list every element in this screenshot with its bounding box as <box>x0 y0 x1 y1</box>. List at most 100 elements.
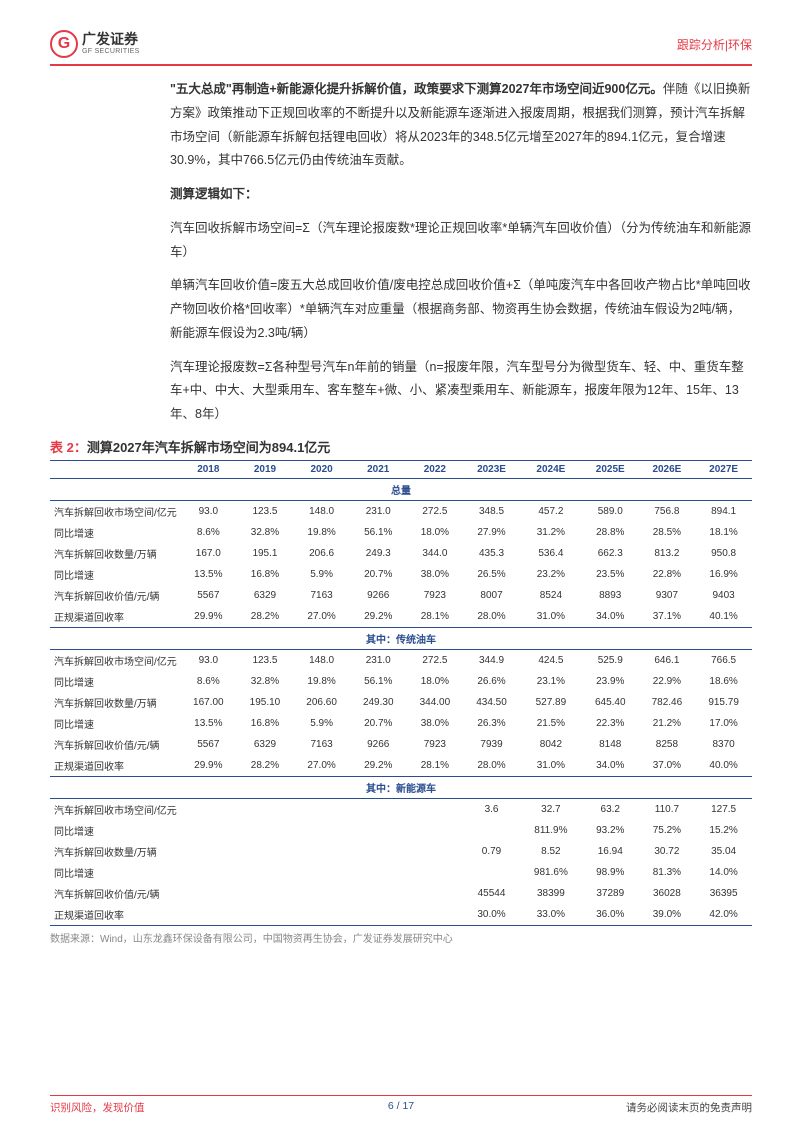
cell: 8.6% <box>180 671 237 692</box>
table-row: 同比增速981.6%98.9%81.3%14.0% <box>50 862 752 883</box>
table-row: 汽车拆解回收市场空间/亿元93.0123.5148.0231.0272.5348… <box>50 500 752 522</box>
table-row: 汽车拆解回收市场空间/亿元93.0123.5148.0231.0272.5344… <box>50 649 752 671</box>
cell: 18.0% <box>407 671 464 692</box>
cell <box>463 820 520 841</box>
row-label: 汽车拆解回收市场空间/亿元 <box>50 798 180 820</box>
cell: 23.1% <box>520 671 582 692</box>
table-row: 汽车拆解回收数量/万辆167.00195.10206.60249.30344.0… <box>50 692 752 713</box>
cell: 26.6% <box>463 671 520 692</box>
table-row: 同比增速8.6%32.8%19.8%56.1%18.0%26.6%23.1%23… <box>50 671 752 692</box>
page-header: G 广发证券 GF SECURITIES 跟踪分析|环保 <box>50 30 752 66</box>
row-label: 同比增速 <box>50 671 180 692</box>
cell <box>407 862 464 883</box>
cell: 21.5% <box>520 713 582 734</box>
cell: 36395 <box>695 883 752 904</box>
cell <box>407 820 464 841</box>
cell: 22.3% <box>582 713 639 734</box>
cell: 348.5 <box>463 500 520 522</box>
cell: 5567 <box>180 585 237 606</box>
cell <box>237 883 294 904</box>
cell: 123.5 <box>237 649 294 671</box>
cell: 23.5% <box>582 564 639 585</box>
cell: 38.0% <box>407 713 464 734</box>
table-title-text: 测算2027年汽车拆解市场空间为894.1亿元 <box>87 440 330 455</box>
cell <box>180 820 237 841</box>
cell: 344.0 <box>407 543 464 564</box>
table-row: 汽车拆解回收数量/万辆167.0195.1206.6249.3344.0435.… <box>50 543 752 564</box>
cell <box>407 883 464 904</box>
table-row: 正规渠道回收率29.9%28.2%27.0%29.2%28.1%28.0%31.… <box>50 606 752 628</box>
cell: 15.2% <box>695 820 752 841</box>
cell: 23.2% <box>520 564 582 585</box>
cell <box>180 883 237 904</box>
cell: 29.9% <box>180 755 237 777</box>
cell: 20.7% <box>350 564 407 585</box>
row-label: 正规渠道回收率 <box>50 755 180 777</box>
cell: 5.9% <box>293 564 350 585</box>
cell: 18.0% <box>407 522 464 543</box>
cell: 950.8 <box>695 543 752 564</box>
cell: 148.0 <box>293 649 350 671</box>
cell: 110.7 <box>639 798 696 820</box>
row-label: 汽车拆解回收价值/元/辆 <box>50 585 180 606</box>
cell: 18.6% <box>695 671 752 692</box>
cell: 35.04 <box>695 841 752 862</box>
data-table: 201820192020202120222023E2024E2025E2026E… <box>50 460 752 926</box>
cell: 272.5 <box>407 649 464 671</box>
cell: 7163 <box>293 734 350 755</box>
cell: 9403 <box>695 585 752 606</box>
cell <box>293 862 350 883</box>
cell: 27.0% <box>293 606 350 628</box>
table-row: 汽车拆解回收价值/元/辆4554438399372893602836395 <box>50 883 752 904</box>
cell: 28.0% <box>463 755 520 777</box>
cell: 756.8 <box>639 500 696 522</box>
cell: 249.30 <box>350 692 407 713</box>
cell: 8370 <box>695 734 752 755</box>
cell: 766.5 <box>695 649 752 671</box>
cell: 38399 <box>520 883 582 904</box>
cell: 206.60 <box>293 692 350 713</box>
paragraph-3: 汽车回收拆解市场空间=Σ（汽车理论报废数*理论正规回收率*单辆汽车回收价值）（分… <box>50 217 752 265</box>
cell <box>350 904 407 926</box>
paragraph-1: "五大总成"再制造+新能源化提升拆解价值，政策要求下测算2027年市场空间近90… <box>50 78 752 173</box>
cell: 93.0 <box>180 500 237 522</box>
cell: 34.0% <box>582 606 639 628</box>
cell <box>237 820 294 841</box>
cell: 32.7 <box>520 798 582 820</box>
row-label: 正规渠道回收率 <box>50 606 180 628</box>
logo-cn: 广发证券 <box>82 32 140 47</box>
cell: 31.2% <box>520 522 582 543</box>
cell: 21.2% <box>639 713 696 734</box>
cell: 813.2 <box>639 543 696 564</box>
cell: 29.2% <box>350 755 407 777</box>
cell <box>350 841 407 862</box>
cell: 28.1% <box>407 755 464 777</box>
cell: 16.8% <box>237 713 294 734</box>
row-label: 汽车拆解回收数量/万辆 <box>50 543 180 564</box>
cell: 589.0 <box>582 500 639 522</box>
cell: 16.94 <box>582 841 639 862</box>
logo-en: GF SECURITIES <box>82 48 140 56</box>
paragraph-2: 测算逻辑如下： <box>50 183 752 207</box>
cell: 344.9 <box>463 649 520 671</box>
cell: 27.0% <box>293 755 350 777</box>
row-label: 同比增速 <box>50 713 180 734</box>
table-row: 汽车拆解回收市场空间/亿元3.632.763.2110.7127.5 <box>50 798 752 820</box>
cell: 28.2% <box>237 755 294 777</box>
table-row: 正规渠道回收率29.9%28.2%27.0%29.2%28.1%28.0%31.… <box>50 755 752 777</box>
cell: 527.89 <box>520 692 582 713</box>
cell: 16.9% <box>695 564 752 585</box>
paragraph-4: 单辆汽车回收价值=废五大总成回收价值/废电控总成回收价值+Σ（单吨废汽车中各回收… <box>50 274 752 345</box>
row-label: 汽车拆解回收市场空间/亿元 <box>50 500 180 522</box>
cell: 28.2% <box>237 606 294 628</box>
cell: 249.3 <box>350 543 407 564</box>
cell: 782.46 <box>639 692 696 713</box>
cell: 93.0 <box>180 649 237 671</box>
cell: 915.79 <box>695 692 752 713</box>
cell: 646.1 <box>639 649 696 671</box>
footer-page-number: 6 / 17 <box>388 1100 414 1112</box>
cell <box>237 798 294 820</box>
cell: 536.4 <box>520 543 582 564</box>
cell: 424.5 <box>520 649 582 671</box>
cell: 8.52 <box>520 841 582 862</box>
